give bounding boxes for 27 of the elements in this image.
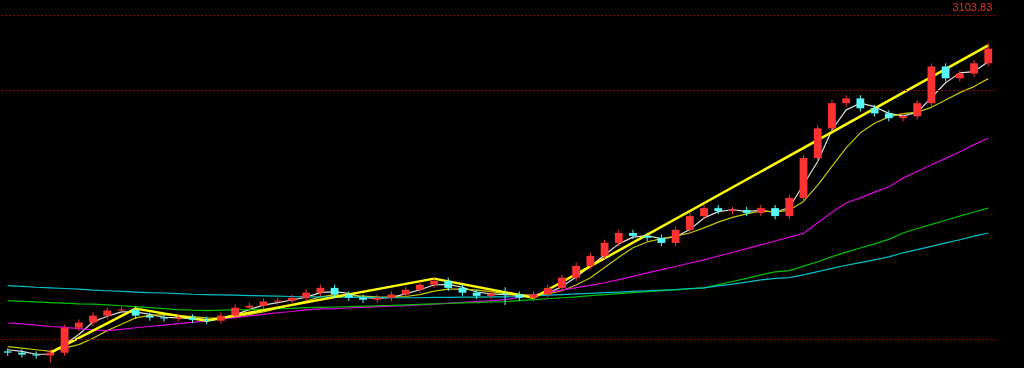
candlestick [486, 289, 495, 300]
candlestick [117, 305, 126, 315]
candlestick [216, 311, 225, 325]
candlestick [842, 94, 851, 107]
candlestick [231, 303, 240, 320]
candlestick [273, 296, 282, 306]
candlestick [501, 286, 510, 306]
candlestick [899, 112, 907, 122]
candlestick [685, 212, 694, 234]
candlestick [288, 294, 296, 305]
candlestick [984, 43, 993, 67]
candlestick [785, 194, 794, 220]
candlestick [756, 204, 765, 217]
candlestick [89, 311, 97, 327]
candlestick [671, 226, 680, 247]
candlestick [18, 348, 26, 359]
candlestick [430, 277, 438, 289]
candlestick [629, 229, 637, 240]
candlestick [32, 350, 41, 360]
candlestick [572, 262, 581, 282]
candlestick [174, 313, 183, 323]
candlestick [913, 99, 922, 120]
text: 3103.83 [952, 0, 993, 13]
candlestick [145, 311, 154, 322]
candlestick [359, 294, 367, 304]
candlestick [941, 62, 950, 82]
candlestick [160, 313, 168, 323]
